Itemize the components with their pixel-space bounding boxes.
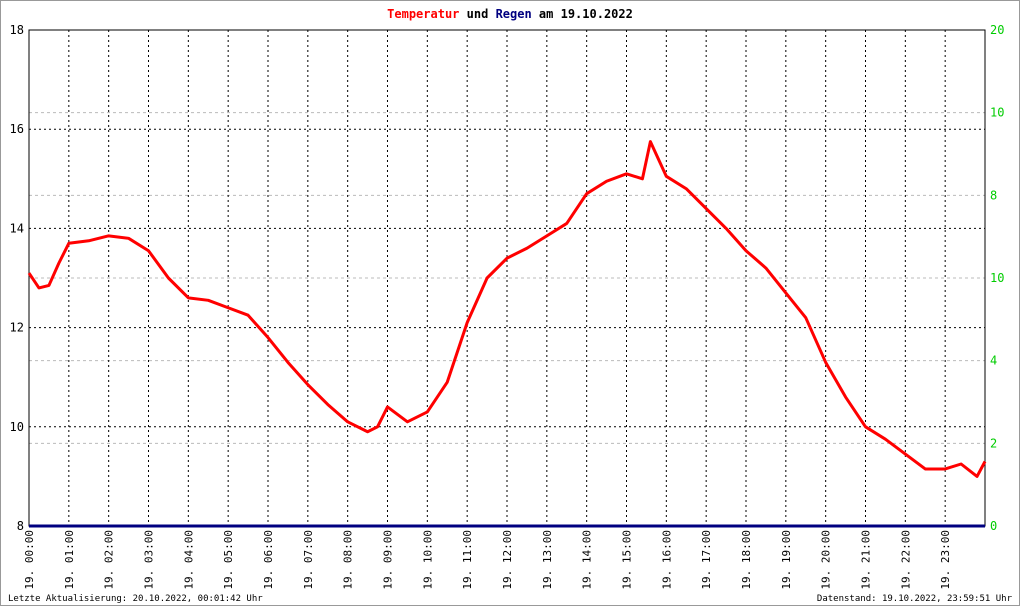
footer-left: Letzte Aktualisierung: 20.10.2022, 00:01… [8,594,263,604]
x-tick-label: 19. 08:00 [342,530,355,590]
x-tick-label: 19. 03:00 [143,530,156,590]
y2-tick-label: 8 [990,188,997,202]
x-tick-label: 19. 14:00 [581,530,594,590]
series-line [27,140,987,478]
y2-tick-label: 2 [990,436,997,450]
chart-title: Temperatur und Regen am 19.10.2022 [387,7,633,21]
x-tick-label: 19. 21:00 [860,530,873,590]
x-tick-label: 19. 17:00 [700,530,713,590]
x-tick-label: 19. 06:00 [262,530,275,590]
x-tick-label: 19. 18:00 [740,530,753,590]
x-tick-label: 19. 07:00 [302,530,315,590]
title-part: Temperatur [387,7,459,21]
x-tick-label: 19. 15:00 [621,530,634,590]
x-tick-label: 19. 04:00 [182,530,195,590]
title-part: am 19.10.2022 [539,7,633,21]
x-tick-label: 19. 22:00 [899,530,912,590]
x-tick-label: 19. 20:00 [820,530,833,590]
x-tick-label: 19. 02:00 [103,530,116,590]
x-tick-label: 19. 13:00 [541,530,554,590]
y-tick-label: 12 [10,321,24,335]
title-part: Regen [496,7,532,21]
y2-tick-label: 10 [990,106,1004,120]
x-tick-label: 19. 00:00 [23,530,36,590]
x-tick-label: 19. 09:00 [382,530,395,590]
x-tick-label: 19. 05:00 [222,530,235,590]
y2-tick-label: 20 [990,23,1004,37]
title-part: und [467,7,489,21]
x-tick-label: 19. 19:00 [780,530,793,590]
x-tick-label: 19. 16:00 [660,530,673,590]
footer-right: Datenstand: 19.10.2022, 23:59:51 Uhr [817,594,1013,604]
y-tick-label: 8 [17,519,24,533]
y2-tick-label: 4 [990,354,997,368]
y-tick-label: 14 [10,221,24,235]
y-tick-label: 16 [10,122,24,136]
x-tick-label: 19. 01:00 [63,530,76,590]
y-tick-label: 10 [10,420,24,434]
y2-tick-label: 0 [990,519,997,533]
x-tick-label: 19. 12:00 [501,530,514,590]
x-tick-label: 19. 11:00 [461,530,474,590]
y-tick-label: 18 [10,23,24,37]
x-tick-label: 19. 23:00 [939,530,952,590]
y2-tick-label: 10 [990,271,1004,285]
x-tick-label: 19. 10:00 [421,530,434,590]
